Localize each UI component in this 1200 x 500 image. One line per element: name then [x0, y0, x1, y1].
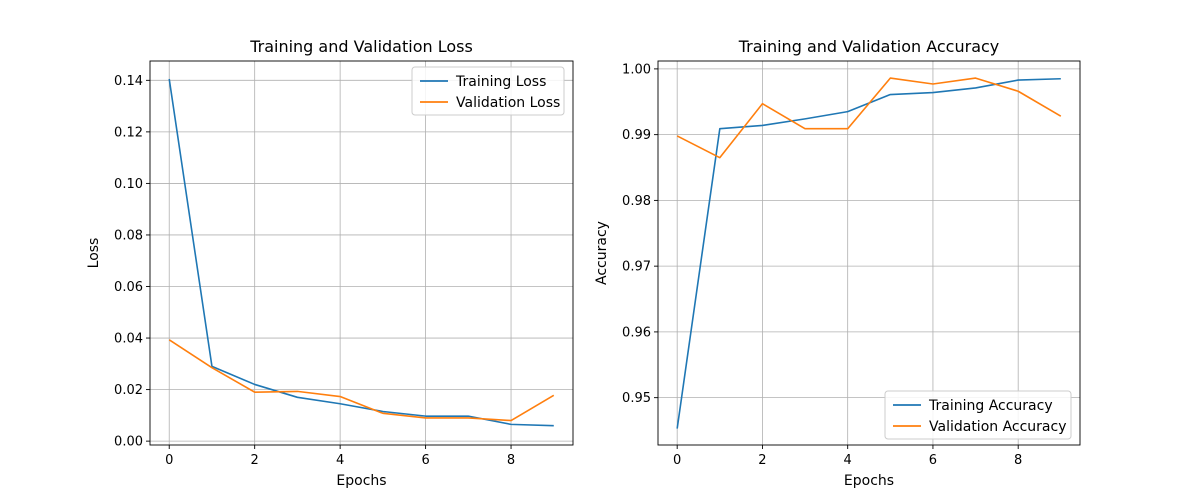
- y-axis-label: Accuracy: [594, 221, 610, 285]
- x-tick-label: 4: [844, 453, 852, 468]
- axes-frame: [657, 60, 1081, 446]
- x-tick-label: 2: [251, 453, 259, 468]
- loss-chart-title: Training and Validation Loss: [249, 37, 473, 56]
- x-tick-label: 4: [336, 453, 344, 468]
- y-tick-label: 0.14: [114, 74, 143, 89]
- x-tick-label: 8: [1014, 453, 1022, 468]
- legend-label-validation: Validation Loss: [456, 95, 560, 111]
- loss-series-validation-line: [168, 339, 555, 422]
- accuracy-series-validation-line: [676, 77, 1062, 159]
- y-tick-label: 0.08: [114, 228, 143, 243]
- y-tick-label: 0.95: [622, 391, 651, 406]
- loss-legend: Training Loss Validation Loss: [411, 66, 565, 116]
- x-axis-label: Epochs: [336, 473, 386, 489]
- accuracy-chart-title: Training and Validation Accuracy: [738, 37, 1000, 56]
- y-tick-label: 0.02: [114, 383, 143, 398]
- x-tick-label: 8: [507, 453, 515, 468]
- legend-label-training: Training Loss: [455, 74, 546, 90]
- x-tick-label: 6: [421, 453, 429, 468]
- y-tick-label: 0.04: [114, 332, 143, 347]
- accuracy-chart: 0 2 4 6 8 0.95 0.96 0.97 0.98 0.99 1.00 Training an…: [594, 37, 1081, 489]
- loss-series-training-line: [168, 78, 554, 427]
- x-tick-label: 2: [758, 453, 766, 468]
- legend-label-training: Training Accuracy: [928, 398, 1053, 414]
- y-tick-label: 0.97: [622, 260, 651, 275]
- y-axis-label: Loss: [86, 238, 102, 269]
- axes-frame: [149, 60, 574, 446]
- x-axis-label: Epochs: [844, 473, 894, 489]
- x-tick-label: 0: [673, 453, 681, 468]
- loss-chart: 0 2 4 6 8 0.00 0.02 0.04 0.06 0.08 0.10 0.12 0.14 Tra…: [86, 37, 574, 489]
- legend-box: [411, 66, 565, 116]
- x-tick-label: 0: [165, 453, 173, 468]
- y-tick-label: 0.96: [622, 325, 651, 340]
- y-tick-label: 0.06: [114, 280, 143, 295]
- accuracy-legend: Training Accuracy Validation Accuracy: [884, 390, 1072, 440]
- y-tick-label: 0.98: [622, 194, 651, 209]
- y-tick-label: 1.00: [622, 62, 651, 77]
- accuracy-series-training-line: [676, 77, 1061, 429]
- y-tick-label: 0.12: [114, 125, 143, 140]
- legend-box: [884, 390, 1072, 440]
- y-tick-label: 0.99: [622, 128, 651, 143]
- y-tick-label: 0.10: [114, 177, 143, 192]
- y-tick-label: 0.00: [114, 435, 143, 450]
- x-tick-label: 6: [929, 453, 937, 468]
- legend-label-validation: Validation Accuracy: [929, 419, 1067, 435]
